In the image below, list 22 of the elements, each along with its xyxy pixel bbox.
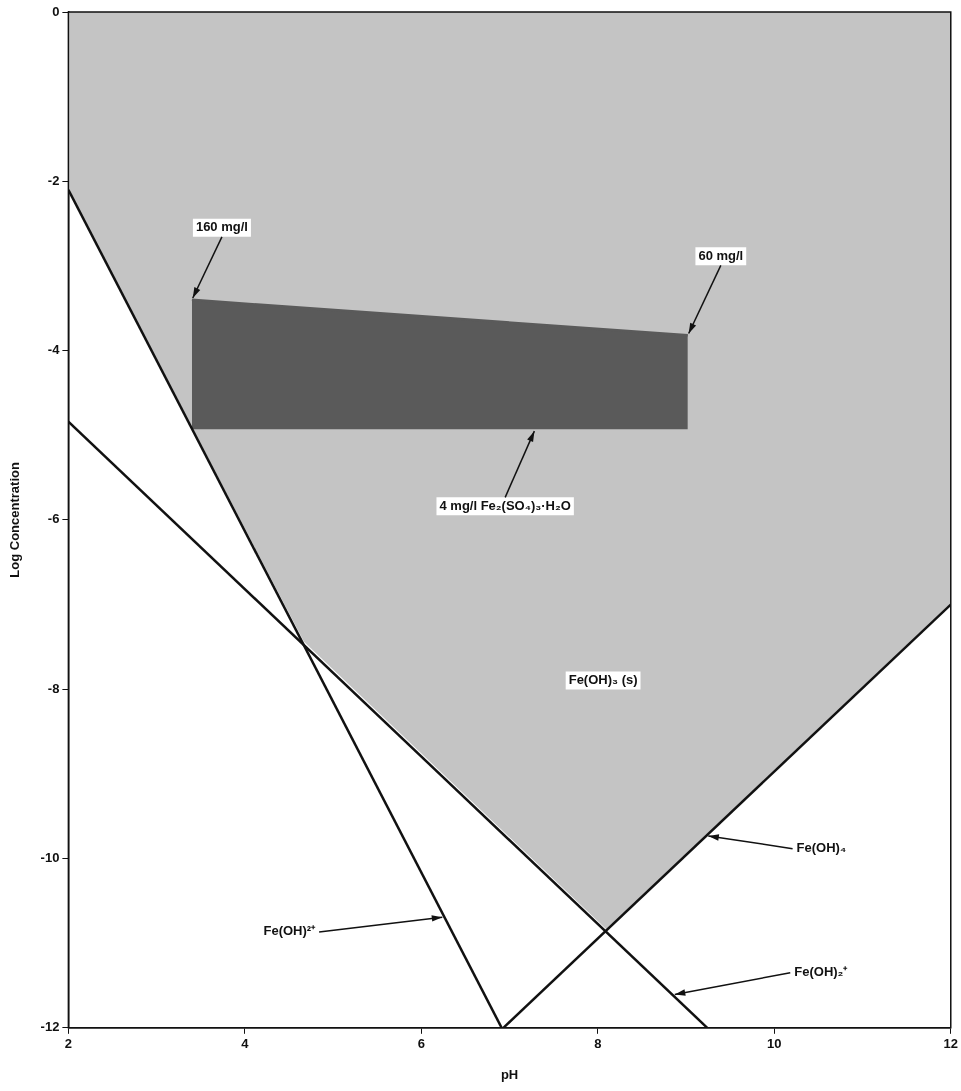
y-tick-label: -2 <box>47 172 60 188</box>
annotation: Fe(OH)₄ <box>796 840 847 856</box>
annotation: Fe(OH)²⁺ <box>263 923 317 939</box>
annotation: 4 mg/l Fe₂(SO₄)₃·H₂O <box>439 497 571 513</box>
y-axis-title: Log Concentration <box>7 462 23 578</box>
y-tick-label: -10 <box>40 850 60 866</box>
x-tick-label: 2 <box>64 1036 73 1052</box>
y-tick-label: 0 <box>52 3 60 19</box>
x-tick-label: 10 <box>767 1036 782 1052</box>
y-tick-label: -8 <box>47 680 60 696</box>
annotation: 160 mg/l <box>195 219 248 235</box>
x-tick-label: 8 <box>594 1036 602 1052</box>
y-tick-label: -6 <box>47 511 60 527</box>
y-tick-label: -12 <box>40 1019 60 1035</box>
annotation: Fe(OH)₂⁺ <box>794 964 849 980</box>
x-tick-label: 6 <box>417 1036 425 1052</box>
annotation: Fe(OH)₃ (s) <box>568 671 638 687</box>
annotation: 60 mg/l <box>698 247 744 263</box>
x-tick-label: 4 <box>241 1036 250 1052</box>
y-tick-label: -4 <box>47 342 61 358</box>
x-axis-title: pH <box>500 1066 519 1082</box>
x-tick-label: 12 <box>943 1036 958 1052</box>
